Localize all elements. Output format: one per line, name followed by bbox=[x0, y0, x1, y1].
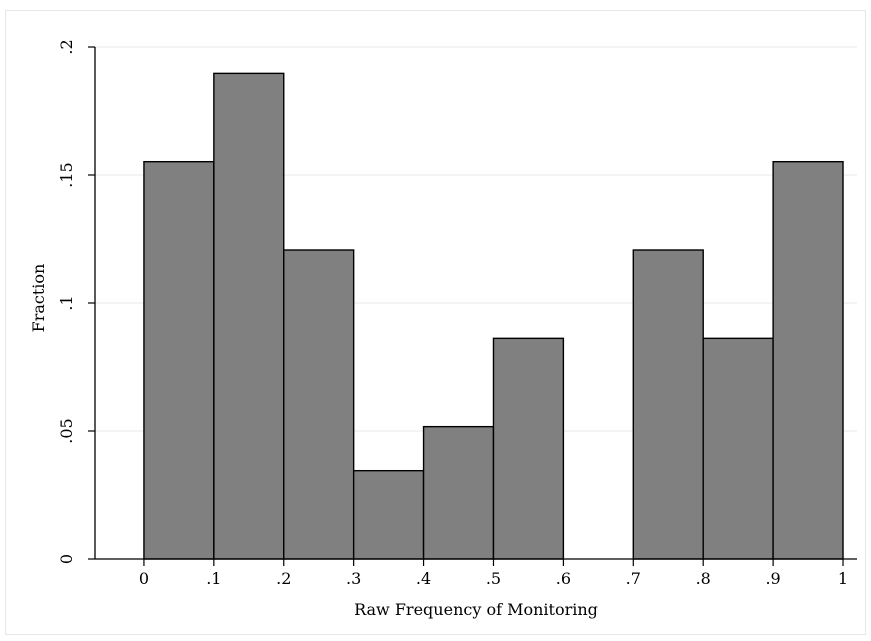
histogram-bar bbox=[702, 337, 774, 560]
x-tick-label: 1 bbox=[838, 569, 848, 588]
x-axis-title: Raw Frequency of Monitoring bbox=[354, 600, 598, 619]
y-tick-label: .15 bbox=[57, 162, 76, 187]
x-tick-label: .8 bbox=[696, 569, 711, 588]
x-tick-label: 0 bbox=[139, 569, 149, 588]
histogram-bar bbox=[213, 72, 285, 560]
x-tick-label: .7 bbox=[626, 569, 641, 588]
y-tick-label: 0 bbox=[57, 554, 76, 564]
histogram-bar bbox=[492, 337, 565, 560]
y-tick-label: .2 bbox=[57, 39, 76, 54]
x-tick-label: .3 bbox=[346, 569, 361, 588]
x-tick-label: .2 bbox=[276, 569, 291, 588]
histogram-bar bbox=[283, 249, 355, 560]
histogram-bar bbox=[422, 425, 495, 560]
y-tick-label: .1 bbox=[57, 295, 76, 310]
histogram-bar bbox=[143, 160, 215, 560]
histogram-bar bbox=[632, 249, 704, 560]
y-axis-title: Fraction bbox=[29, 264, 48, 333]
x-tick-label: .9 bbox=[765, 569, 780, 588]
x-axis-ticks: 0 .1 .2 .3 .4 .5 .6 .7 .8 .9 1 bbox=[139, 559, 848, 588]
chart-frame bbox=[5, 10, 866, 635]
x-tick-label: .5 bbox=[486, 569, 501, 588]
histogram-bar bbox=[772, 160, 844, 560]
histogram-bar bbox=[352, 469, 425, 560]
x-tick-label: .4 bbox=[416, 569, 431, 588]
x-tick-label: .6 bbox=[556, 569, 571, 588]
y-tick-label: .05 bbox=[57, 418, 76, 443]
x-tick-label: .1 bbox=[206, 569, 221, 588]
histogram-bars bbox=[143, 72, 844, 560]
y-axis-ticks: 0 .05 .1 .15 .2 bbox=[57, 39, 95, 564]
